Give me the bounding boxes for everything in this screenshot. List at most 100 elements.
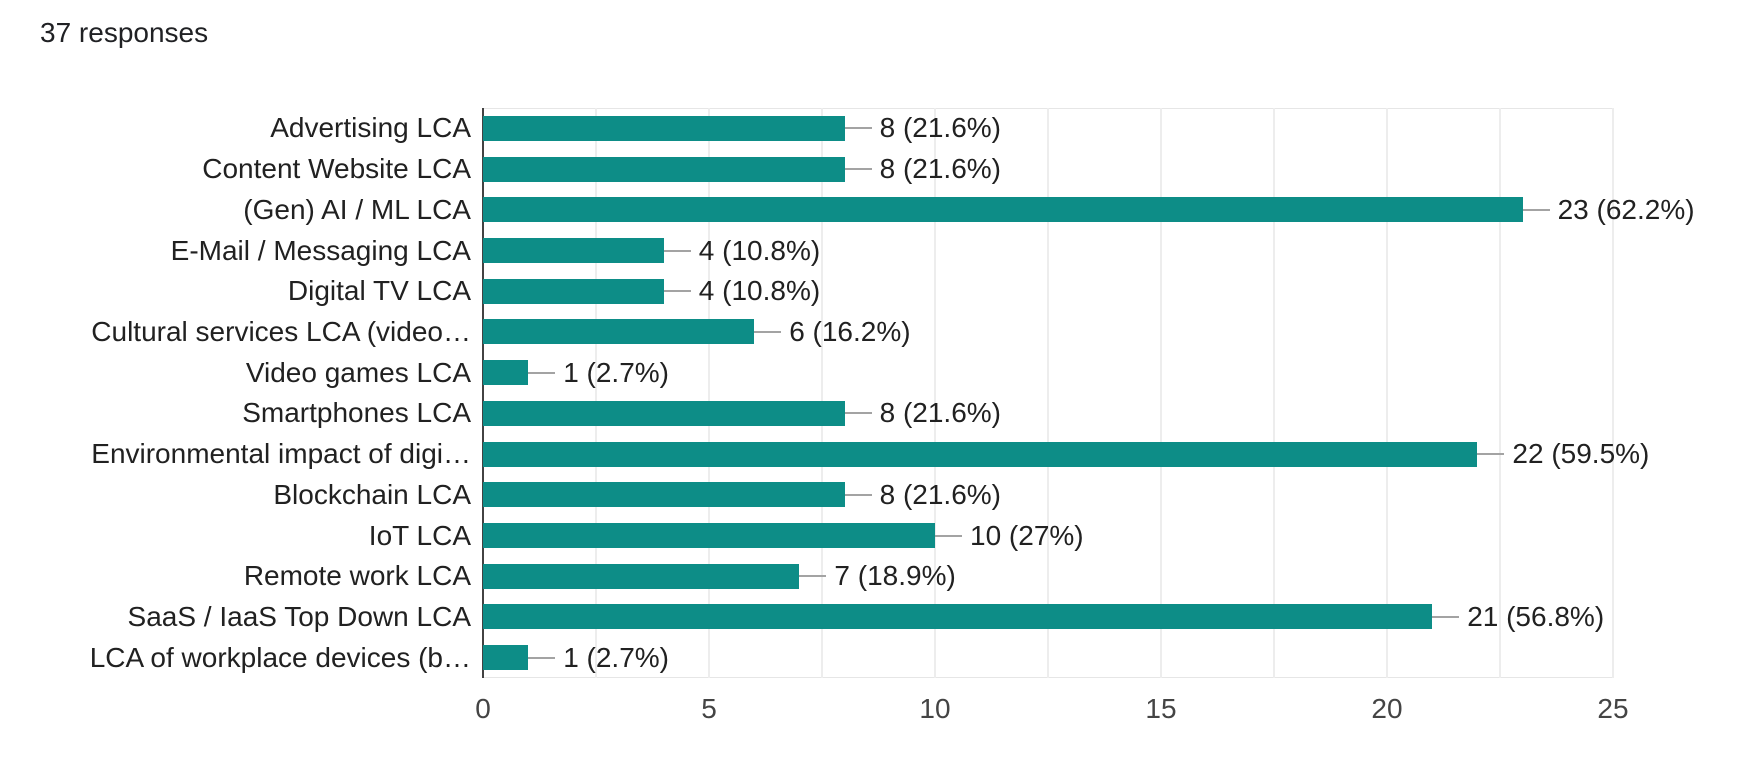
category-label: IoT LCA	[368, 519, 471, 551]
leader-line	[1522, 208, 1550, 211]
value-label: 23 (62.2%)	[1557, 193, 1695, 225]
bar-track: 8 (21.6%)	[483, 149, 1764, 190]
gridline	[934, 108, 936, 678]
category-label: Content Website LCA	[202, 153, 471, 185]
bar-track: 10 (27%)	[483, 515, 1764, 556]
value-label: 22 (59.5%)	[1512, 438, 1650, 470]
leader-line	[844, 493, 872, 496]
bar-track: 7 (18.9%)	[483, 556, 1764, 597]
category-label: Cultural services LCA (video…	[91, 315, 471, 347]
leader-line	[528, 371, 556, 374]
gridline	[821, 108, 823, 678]
gridline	[1499, 108, 1501, 678]
category-label: Digital TV LCA	[287, 275, 471, 307]
value-label: 4 (10.8%)	[698, 234, 821, 266]
bar-track: 1 (2.7%)	[483, 637, 1764, 678]
gridline	[595, 108, 597, 678]
leader-line	[1477, 453, 1505, 456]
chart-row: Cultural services LCA (video… 6 (16.2%)	[0, 312, 1764, 353]
value-label: 1 (2.7%)	[563, 356, 670, 388]
bar-track: 23 (62.2%)	[483, 189, 1764, 230]
bar	[483, 604, 1433, 630]
plot-background	[482, 108, 1614, 678]
x-axis: 0 5 10 15 20 25	[475, 692, 1628, 732]
x-tick-label: 5	[701, 693, 717, 724]
bar	[483, 156, 845, 182]
chart-row: (Gen) AI / ML LCA 23 (62.2%)	[0, 189, 1764, 230]
value-label: 10 (27%)	[970, 519, 1084, 551]
category-label: (Gen) AI / ML LCA	[243, 193, 471, 225]
category-label: E-Mail / Messaging LCA	[170, 234, 471, 266]
category-label: Video games LCA	[245, 356, 471, 388]
bar-track: 6 (16.2%)	[483, 312, 1764, 353]
bar	[483, 238, 664, 264]
leader-line	[663, 249, 691, 252]
value-label: 4 (10.8%)	[698, 275, 821, 307]
value-label: 8 (21.6%)	[879, 153, 1001, 185]
bar-track: 21 (56.8%)	[483, 597, 1764, 638]
category-label: Advertising LCA	[270, 112, 471, 144]
bar-track: 8 (21.6%)	[483, 108, 1764, 149]
leader-line	[663, 290, 691, 293]
bar	[483, 645, 529, 671]
category-label: LCA of workplace devices (b…	[89, 641, 471, 673]
bar	[483, 441, 1478, 467]
bar-track: 22 (59.5%)	[483, 434, 1764, 475]
bar	[483, 197, 1523, 223]
gridline	[708, 108, 710, 678]
gridline	[1612, 108, 1614, 678]
chart-row: LCA of workplace devices (b… 1 (2.7%)	[0, 637, 1764, 678]
chart-row: Smartphones LCA 8 (21.6%)	[0, 393, 1764, 434]
bar	[483, 400, 845, 426]
bar	[483, 319, 755, 345]
bar-track: 1 (2.7%)	[483, 352, 1764, 393]
bar	[483, 482, 845, 508]
leader-line	[844, 168, 872, 171]
gridline	[1386, 108, 1388, 678]
chart-row: Remote work LCA 7 (18.9%)	[0, 556, 1764, 597]
value-label: 7 (18.9%)	[834, 560, 956, 592]
gridline	[1160, 108, 1162, 678]
chart-row: Content Website LCA 8 (21.6%)	[0, 149, 1764, 190]
chart-row: Blockchain LCA 8 (21.6%)	[0, 474, 1764, 515]
value-label: 8 (21.6%)	[879, 112, 1001, 144]
chart-row: IoT LCA 10 (27%)	[0, 515, 1764, 556]
chart-row: E-Mail / Messaging LCA 4 (10.8%)	[0, 230, 1764, 271]
bar-track: 4 (10.8%)	[483, 230, 1764, 271]
chart-row: Advertising LCA 8 (21.6%)	[0, 108, 1764, 149]
category-label: Remote work LCA	[243, 560, 471, 592]
chart-row: Environmental impact of digi… 22 (59.5%)	[0, 434, 1764, 475]
bar-track: 4 (10.8%)	[483, 271, 1764, 312]
value-label: 8 (21.6%)	[879, 397, 1001, 429]
chart-row: SaaS / IaaS Top Down LCA 21 (56.8%)	[0, 597, 1764, 638]
value-label: 6 (16.2%)	[789, 315, 911, 347]
bar-track: 8 (21.6%)	[483, 474, 1764, 515]
x-tick-label: 10	[919, 693, 951, 724]
bar	[483, 115, 845, 141]
gridline	[1047, 108, 1049, 678]
leader-line	[844, 412, 872, 415]
bar	[483, 360, 529, 386]
leader-line	[1432, 615, 1460, 618]
value-label: 8 (21.6%)	[879, 478, 1001, 510]
bar	[483, 523, 935, 549]
y-axis-baseline	[482, 108, 484, 678]
chart-row: Digital TV LCA 4 (10.8%)	[0, 271, 1764, 312]
category-label: Blockchain LCA	[273, 478, 471, 510]
leader-line	[844, 127, 872, 130]
leader-line	[754, 330, 782, 333]
category-label: SaaS / IaaS Top Down LCA	[127, 600, 471, 632]
bar	[483, 278, 664, 304]
x-tick-label: 20	[1371, 693, 1403, 724]
bar-track: 8 (21.6%)	[483, 393, 1764, 434]
category-label: Environmental impact of digi…	[91, 438, 471, 470]
leader-line	[528, 656, 556, 659]
value-label: 1 (2.7%)	[563, 641, 670, 673]
x-tick-label: 0	[475, 693, 491, 724]
response-count: 37 responses	[40, 17, 209, 48]
gridline	[1273, 108, 1275, 678]
bar	[483, 563, 800, 589]
category-label: Smartphones LCA	[242, 397, 471, 429]
bar-rows: Advertising LCA 8 (21.6%) Content Website …	[0, 108, 1764, 678]
